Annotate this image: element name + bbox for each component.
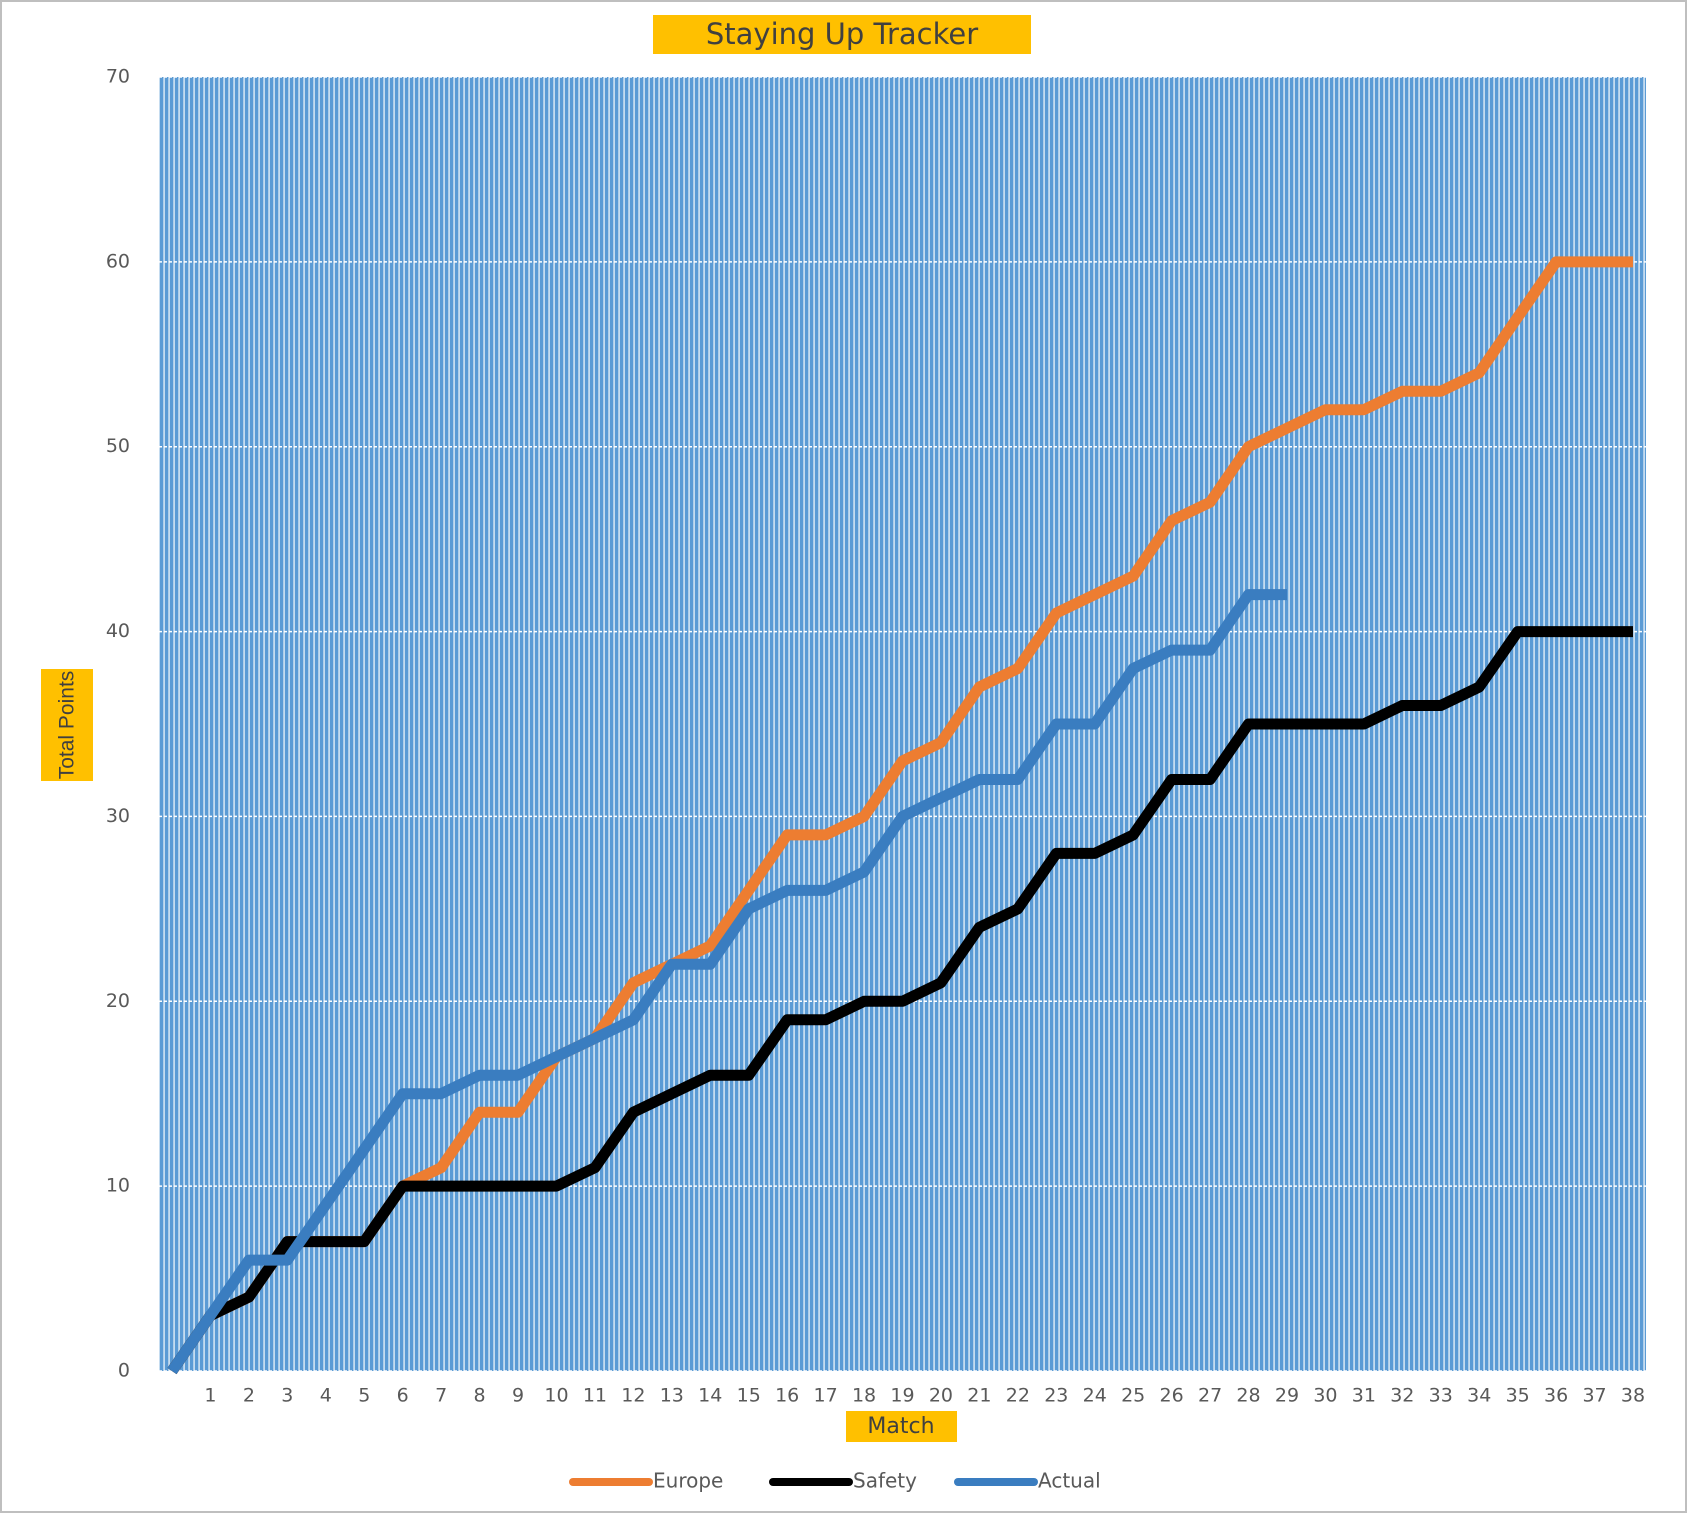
legend-label: Actual xyxy=(1038,1469,1101,1493)
x-tick-label: 4 xyxy=(320,1385,332,1407)
x-tick-label: 22 xyxy=(1006,1385,1030,1407)
y-tick-label: 30 xyxy=(106,805,130,827)
x-tick-label: 1 xyxy=(204,1385,216,1407)
legend: Europe Safety Actual xyxy=(569,1469,1101,1493)
x-tick-label: 31 xyxy=(1352,1385,1376,1407)
y-axis-label: Total Points xyxy=(56,671,79,780)
x-tick-label: 37 xyxy=(1582,1385,1606,1407)
y-tick-label: 20 xyxy=(106,990,130,1012)
x-tick-label: 24 xyxy=(1083,1385,1107,1407)
x-tick-label: 32 xyxy=(1390,1385,1414,1407)
x-tick-label: 19 xyxy=(890,1385,914,1407)
x-tick-label: 33 xyxy=(1429,1385,1453,1407)
plot-area xyxy=(159,77,1646,1371)
x-tick-label: 28 xyxy=(1236,1385,1260,1407)
chart-title: Staying Up Tracker xyxy=(706,17,978,51)
x-tick-label: 36 xyxy=(1544,1385,1568,1407)
x-tick-label: 23 xyxy=(1044,1385,1068,1407)
x-tick-label: 29 xyxy=(1275,1385,1299,1407)
x-tick-label: 15 xyxy=(737,1385,761,1407)
y-tick-label: 0 xyxy=(118,1360,130,1382)
y-tick-label: 40 xyxy=(106,620,130,642)
x-tick-label: 10 xyxy=(544,1385,568,1407)
title-box xyxy=(653,15,1031,54)
y-tick-label: 10 xyxy=(106,1175,130,1197)
x-tick-label: 34 xyxy=(1467,1385,1491,1407)
series-line xyxy=(167,256,1633,1375)
y-label-box xyxy=(41,669,93,781)
x-axis-label: Match xyxy=(867,1414,934,1439)
x-tick-label: 14 xyxy=(698,1385,722,1407)
x-tick-label: 26 xyxy=(1160,1385,1184,1407)
series-line xyxy=(167,589,1287,1375)
legend-label: Europe xyxy=(653,1469,723,1493)
legend-label: Safety xyxy=(853,1469,917,1493)
x-tick-label: 21 xyxy=(967,1385,991,1407)
x-tick-label: 8 xyxy=(474,1385,486,1407)
x-tick-label: 18 xyxy=(852,1385,876,1407)
x-tick-label: 16 xyxy=(775,1385,799,1407)
x-tick-label: 5 xyxy=(358,1385,370,1407)
x-tick-label: 27 xyxy=(1198,1385,1222,1407)
y-tick-label: 50 xyxy=(106,435,130,457)
x-tick-label: 9 xyxy=(512,1385,524,1407)
x-tick-label: 3 xyxy=(281,1385,293,1407)
x-tick-label: 17 xyxy=(814,1385,838,1407)
y-tick-label: 60 xyxy=(106,250,130,272)
y-tick-label: 70 xyxy=(106,66,130,88)
x-tick-label: 38 xyxy=(1621,1385,1645,1407)
x-tick-label: 12 xyxy=(621,1385,645,1407)
x-tick-label: 35 xyxy=(1506,1385,1530,1407)
x-label-box xyxy=(846,1411,957,1442)
x-tick-label: 20 xyxy=(929,1385,953,1407)
x-tick-label: 7 xyxy=(435,1385,447,1407)
x-tick-label: 30 xyxy=(1313,1385,1337,1407)
x-tick-label: 25 xyxy=(1121,1385,1145,1407)
series-line xyxy=(167,626,1633,1375)
x-tick-label: 11 xyxy=(583,1385,607,1407)
x-tick-label: 2 xyxy=(243,1385,255,1407)
x-tick-label: 13 xyxy=(660,1385,684,1407)
x-tick-label: 6 xyxy=(397,1385,409,1407)
